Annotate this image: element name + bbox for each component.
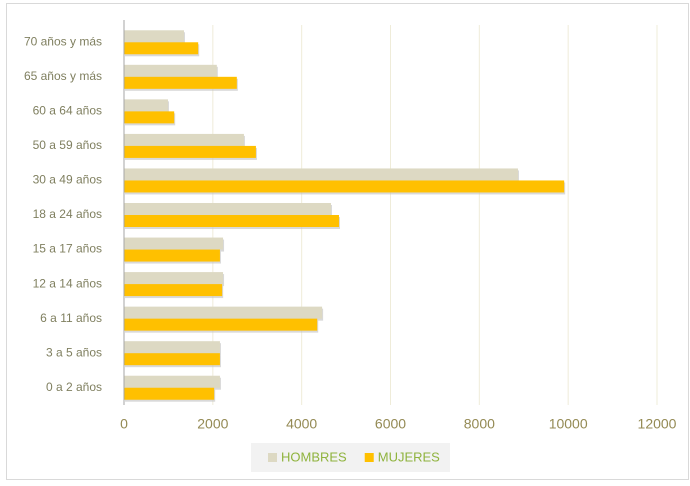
- bar: [124, 249, 220, 262]
- bar: [124, 237, 224, 250]
- bar: [124, 145, 256, 158]
- y-tick-label: 12 a 14 años: [33, 276, 102, 290]
- x-tick-label: 10000: [549, 416, 588, 432]
- y-tick-label: 30 a 49 años: [33, 173, 102, 187]
- y-tick-label: 18 a 24 años: [33, 207, 102, 221]
- legend-label: MUJERES: [378, 449, 440, 464]
- legend-box: [251, 443, 450, 472]
- y-tick-label: 0 a 2 años: [46, 380, 102, 394]
- y-tick-label: 15 a 17 años: [33, 242, 102, 256]
- bar: [124, 64, 217, 77]
- y-tick-label: 60 a 64 años: [33, 104, 102, 118]
- bar: [124, 99, 168, 112]
- bar: [124, 133, 244, 146]
- x-tick-label: 0: [120, 416, 128, 432]
- x-tick-label: 8000: [464, 416, 495, 432]
- bar: [124, 76, 237, 89]
- bar: [124, 387, 215, 400]
- bar: [124, 375, 220, 388]
- bar: [124, 180, 565, 193]
- bar: [124, 168, 518, 181]
- y-tick-label: 3 a 5 años: [46, 345, 102, 359]
- bar: [124, 30, 184, 43]
- legend-swatch: [268, 453, 277, 462]
- bar: [124, 341, 220, 354]
- y-tick-label: 50 a 59 años: [33, 138, 102, 152]
- y-tick-label: 70 años y más: [24, 34, 102, 48]
- bar: [124, 284, 223, 297]
- bar: [124, 318, 318, 331]
- bar: [124, 353, 220, 366]
- x-tick-label: 4000: [286, 416, 317, 432]
- x-tick-label: 6000: [375, 416, 406, 432]
- bar: [124, 306, 323, 319]
- y-tick-label: 65 años y más: [24, 69, 102, 83]
- bar: [124, 272, 224, 285]
- legend-label: HOMBRES: [281, 449, 347, 464]
- bar: [124, 111, 175, 124]
- bar: [124, 42, 199, 55]
- bar: [124, 203, 331, 215]
- legend-swatch: [364, 453, 374, 462]
- bar: [124, 215, 339, 227]
- chart-border: [6, 3, 689, 480]
- x-tick-label: 12000: [638, 416, 677, 432]
- x-tick-label: 2000: [197, 416, 228, 432]
- y-tick-label: 6 a 11 años: [40, 311, 102, 325]
